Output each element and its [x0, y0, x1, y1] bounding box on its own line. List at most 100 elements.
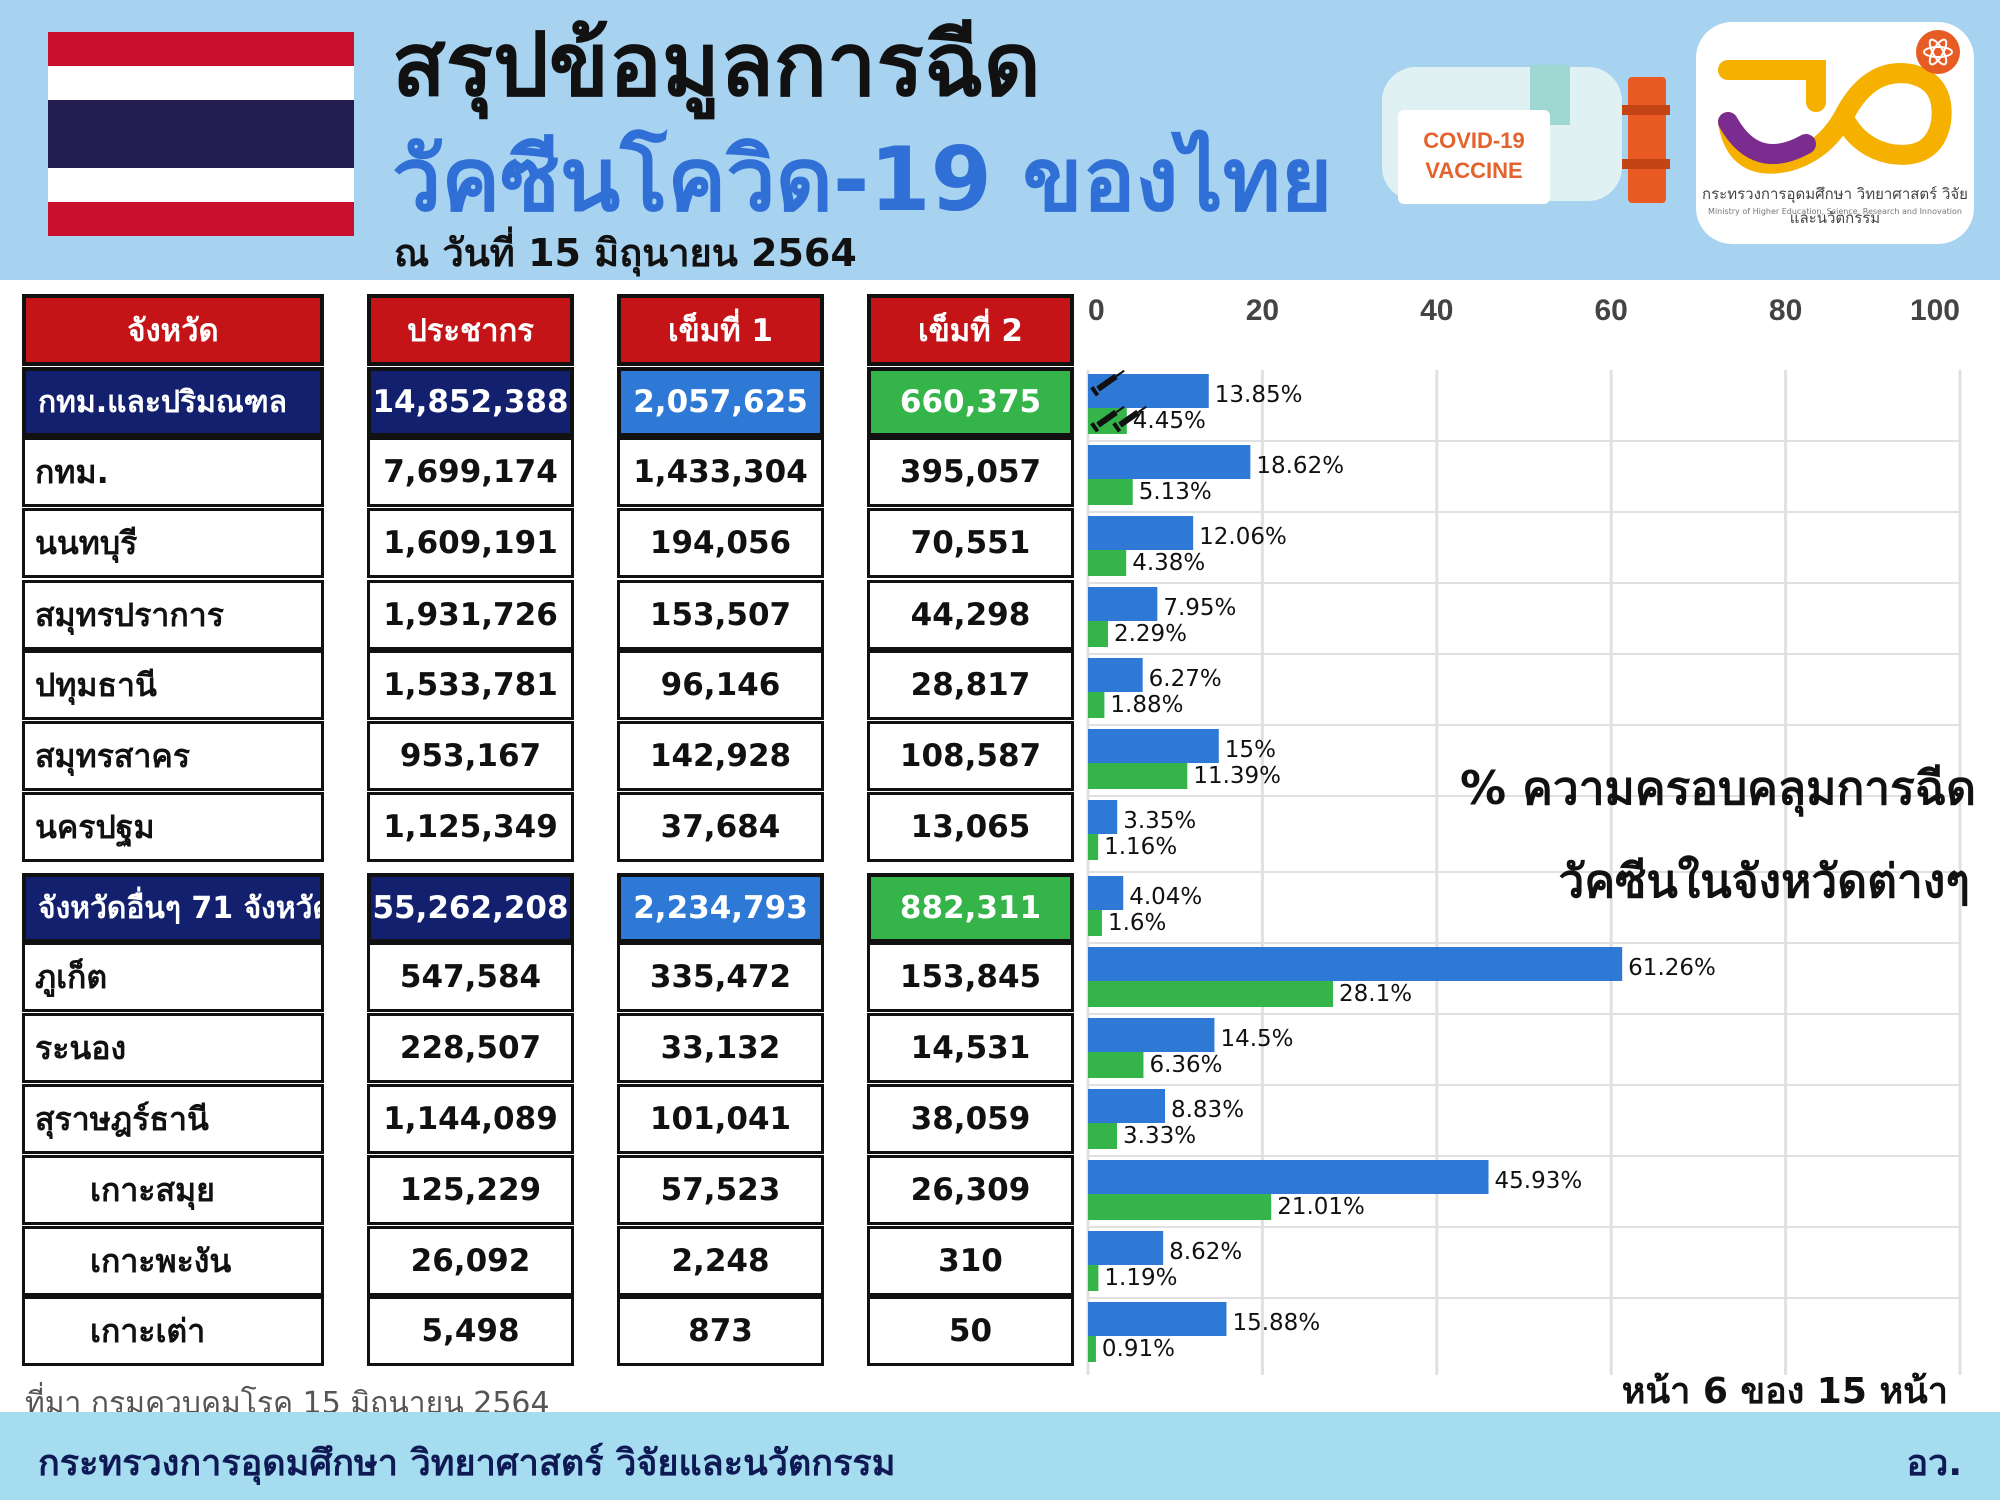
- row-province-cell: เกาะสมุย: [22, 1155, 324, 1225]
- dose1-data-label: 13.85%: [1215, 382, 1303, 408]
- row-population-cell: 26,092: [367, 1226, 574, 1296]
- row-province-cell: นนทบุรี: [22, 508, 324, 578]
- dose2-data-label: 0.91%: [1102, 1336, 1175, 1362]
- dose1-bar: [1088, 587, 1158, 621]
- dose1-bar: [1088, 729, 1219, 763]
- footer-abbreviation: อว.: [1906, 1443, 1962, 1484]
- column-header-dose2: เข็มที่ 2: [867, 294, 1074, 366]
- dose1-data-label: 45.93%: [1495, 1168, 1583, 1194]
- column-header-population: ประชากร: [367, 294, 574, 366]
- group-province-cell: กทม.และปริมณฑล: [22, 367, 324, 437]
- row-population-cell: 7,699,174: [367, 437, 574, 507]
- row-population-cell: 5,498: [367, 1296, 574, 1366]
- dose2-data-label: 2.29%: [1114, 621, 1187, 647]
- dose1-data-label: 7.95%: [1163, 595, 1236, 621]
- dose1-data-label: 15.88%: [1232, 1310, 1320, 1336]
- dose2-bar: [1088, 1194, 1272, 1220]
- x-tick-label: 100: [1910, 294, 1960, 327]
- row-population-cell: 1,609,191: [367, 508, 574, 578]
- coverage-bar-chart: 0 20 40 60 80 100 13.85% 4.45% 18.62% 5.13% 12.06%…: [1086, 294, 1962, 1375]
- dose1-data-label: 3.35%: [1123, 808, 1196, 834]
- row-population-cell: 125,229: [367, 1155, 574, 1225]
- row-dose2-cell: 13,065: [867, 792, 1074, 862]
- dose1-bar: [1088, 516, 1194, 550]
- dose1-data-label: 8.83%: [1171, 1097, 1244, 1123]
- column-header-province: จังหวัด: [22, 294, 324, 366]
- row-dose1-cell: 101,041: [617, 1084, 824, 1154]
- row-dose2-cell: 153,845: [867, 942, 1074, 1012]
- dose1-bar: [1088, 1231, 1164, 1265]
- row-population-cell: 1,533,781: [367, 650, 574, 720]
- group-dose2-cell: 882,311: [867, 873, 1074, 943]
- vaccine-label-line2: VACCINE: [1425, 158, 1522, 183]
- dose2-data-label: 4.45%: [1133, 408, 1206, 434]
- row-population-cell: 1,931,726: [367, 580, 574, 650]
- row-dose2-cell: 395,057: [867, 437, 1074, 507]
- row-dose1-cell: 2,248: [617, 1226, 824, 1296]
- row-dose2-cell: 50: [867, 1296, 1074, 1366]
- dose1-bar: [1088, 947, 1623, 981]
- dose2-data-label: 1.16%: [1104, 834, 1177, 860]
- row-population-cell: 547,584: [367, 942, 574, 1012]
- row-dose1-cell: 33,132: [617, 1013, 824, 1083]
- row-province-cell: ภูเก็ต: [22, 942, 324, 1012]
- row-dose2-cell: 28,817: [867, 650, 1074, 720]
- dose1-bar: [1088, 374, 1209, 408]
- row-dose2-cell: 70,551: [867, 508, 1074, 578]
- dose1-bar: [1088, 1160, 1489, 1194]
- dose2-data-label: 3.33%: [1123, 1123, 1196, 1149]
- dose2-data-label: 4.38%: [1132, 550, 1205, 576]
- dose2-bar: [1088, 1336, 1096, 1362]
- footer-ministry: กระทรวงการอุดมศึกษา วิทยาศาสตร์ วิจัยและ…: [38, 1443, 896, 1484]
- row-dose2-cell: 14,531: [867, 1013, 1074, 1083]
- page-title-highlight: วัคซีนโควิด-19 ของไทย: [392, 128, 1333, 231]
- dose2-bar: [1088, 479, 1133, 505]
- row-dose1-cell: 194,056: [617, 508, 824, 578]
- dose2-bar: [1088, 1123, 1118, 1149]
- dose1-data-label: 8.62%: [1169, 1239, 1242, 1265]
- group-dose2-cell: 660,375: [867, 367, 1074, 437]
- row-province-cell: นครปฐม: [22, 792, 324, 862]
- dose1-data-label: 12.06%: [1199, 524, 1287, 550]
- footer-bar: กระทรวงการอุดมศึกษา วิทยาศาสตร์ วิจัยและ…: [0, 1412, 2000, 1500]
- dose1-data-label: 4.04%: [1129, 884, 1202, 910]
- dose1-bar: [1088, 1018, 1215, 1052]
- dose2-bar: [1088, 550, 1127, 576]
- dose2-bar: [1088, 763, 1188, 789]
- chart-label-line1: % ความครอบคลุมการฉีด: [1460, 761, 1977, 815]
- row-dose1-cell: 57,523: [617, 1155, 824, 1225]
- group-province-cell: จังหวัดอื่นๆ 71 จังหวัด: [22, 873, 324, 943]
- row-province-cell: ระนอง: [22, 1013, 324, 1083]
- dose1-data-label: 61.26%: [1628, 955, 1716, 981]
- dose1-bar: [1088, 1089, 1165, 1123]
- page-title: สรุปข้อมูลการฉีด: [392, 13, 1041, 116]
- dose2-bar: [1088, 981, 1334, 1007]
- report-date: ณ วันที่ 15 มิถุนายน 2564: [394, 231, 857, 275]
- dose2-bar: [1088, 1052, 1144, 1078]
- row-province-cell: กทม.: [22, 437, 324, 507]
- x-tick-label: 0: [1088, 294, 1105, 327]
- row-dose2-cell: 108,587: [867, 721, 1074, 791]
- dose2-data-label: 11.39%: [1193, 763, 1281, 789]
- syringe-icon: [1112, 405, 1147, 433]
- header-banner: สรุปข้อมูลการฉีด วัคซีนโควิด-19 ของไทย ณ…: [0, 0, 2000, 280]
- row-population-cell: 953,167: [367, 721, 574, 791]
- logo-caption-english: Ministry of Higher Education, Science, R…: [1708, 207, 1962, 216]
- dose1-bar: [1088, 658, 1143, 692]
- dose1-bar: [1088, 1302, 1227, 1336]
- x-tick-label: 80: [1769, 294, 1802, 327]
- row-dose2-cell: 44,298: [867, 580, 1074, 650]
- group-population-cell: 14,852,388: [367, 367, 574, 437]
- x-tick-label: 60: [1595, 294, 1628, 327]
- row-dose1-cell: 873: [617, 1296, 824, 1366]
- chart-label-line2: วัคซีนในจังหวัดต่างๆ: [1558, 854, 1970, 908]
- dose2-bar: [1088, 834, 1099, 860]
- dose2-data-label: 21.01%: [1277, 1194, 1365, 1220]
- syringe-icon: [1090, 405, 1125, 433]
- row-province-cell: เกาะเต่า: [22, 1296, 324, 1366]
- row-dose1-cell: 335,472: [617, 942, 824, 1012]
- row-dose1-cell: 153,507: [617, 580, 824, 650]
- vaccine-vial-icon: COVID-19 VACCINE: [1382, 65, 1670, 204]
- row-dose1-cell: 1,433,304: [617, 437, 824, 507]
- row-dose1-cell: 142,928: [617, 721, 824, 791]
